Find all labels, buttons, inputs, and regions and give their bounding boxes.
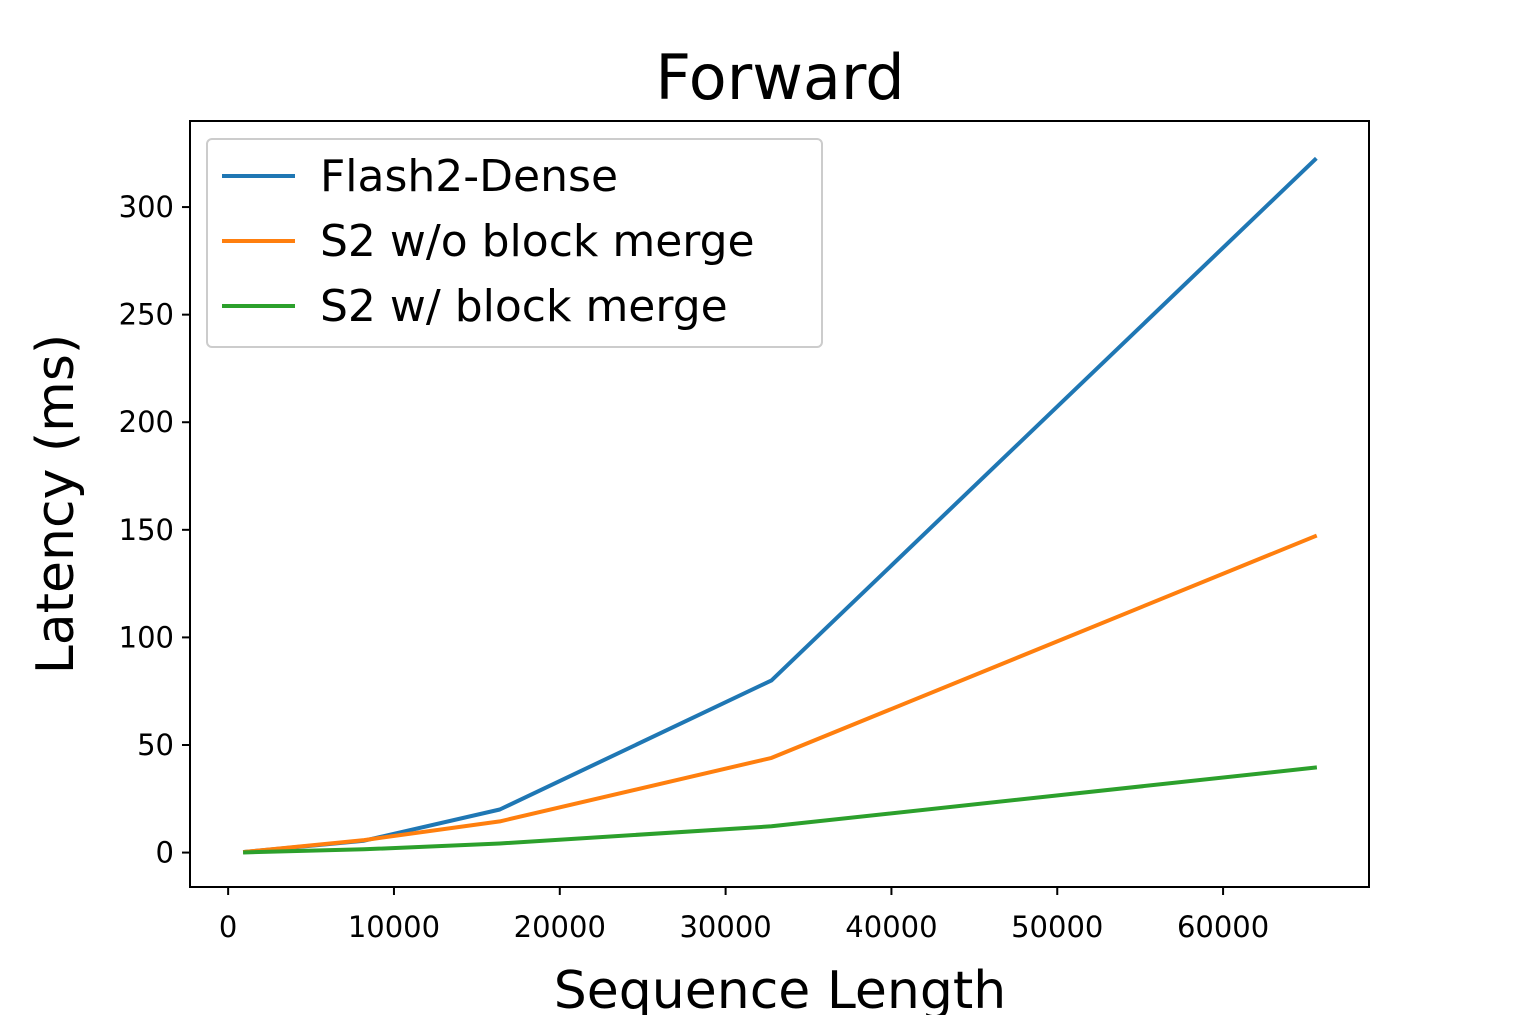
plot-frame (189, 120, 1370, 888)
legend-box (206, 138, 823, 348)
x-tick-label: 50000 (1011, 910, 1103, 944)
y-tick-label: 100 (119, 620, 174, 654)
y-axis-label: Latency (ms) (26, 334, 86, 674)
legend-entry-3: S2 w/ block merge (320, 281, 728, 332)
x-tick-label: 30000 (679, 910, 771, 944)
legend-entry-1: Flash2-Dense (320, 151, 618, 202)
series-line-3 (243, 765, 1318, 855)
y-tick-label: 150 (119, 513, 174, 547)
x-tick-label: 10000 (348, 910, 440, 944)
x-tick-label: 60000 (1177, 910, 1269, 944)
y-tick-label: 250 (119, 298, 174, 332)
y-tick-label: 0 (156, 836, 174, 870)
legend-entry-2: S2 w/o block merge (320, 216, 755, 267)
chart-title: Forward (655, 41, 904, 114)
y-tick-label: 50 (137, 728, 174, 762)
y-tick-label: 200 (119, 405, 174, 439)
series-line-2 (242, 533, 1318, 855)
x-tick-label: 0 (219, 910, 237, 944)
x-tick-label: 20000 (514, 910, 606, 944)
x-tick-label: 40000 (845, 910, 937, 944)
y-tick-label: 300 (119, 190, 174, 224)
x-axis-label: Sequence Length (554, 961, 1006, 1015)
legend: Flash2-Dense S2 w/o block merge S2 w/ bloc… (206, 138, 823, 348)
